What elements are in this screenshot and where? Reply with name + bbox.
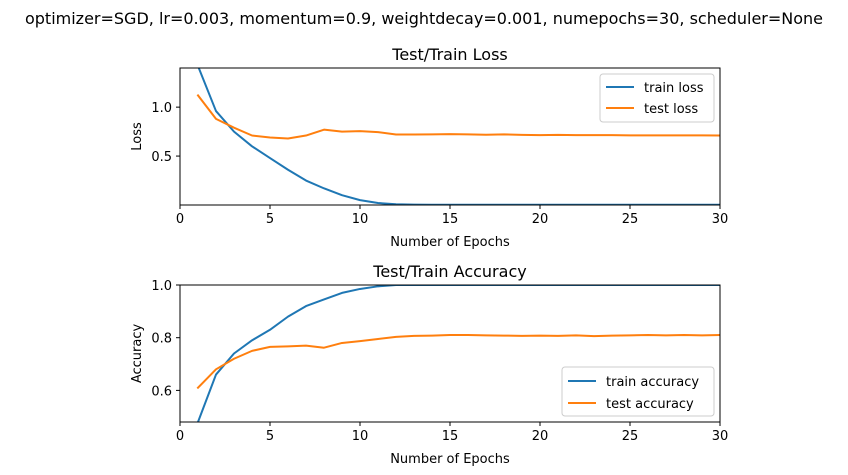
accuracy-xlabel: Number of Epochs: [390, 452, 510, 467]
loss-title: Test/Train Loss: [391, 45, 507, 64]
accuracy-series-test-line: [196, 334, 720, 390]
loss-legend: train loss test loss: [599, 73, 715, 123]
accuracy-legend-label-test: test accuracy: [606, 397, 694, 412]
accuracy-legend-box: [561, 366, 715, 417]
loss-xtick-label: 20: [532, 212, 549, 227]
accuracy-xtick-label: 10: [352, 429, 369, 444]
accuracy-xtick-label: 5: [266, 429, 274, 444]
accuracy-title: Test/Train Accuracy: [372, 262, 526, 281]
loss-xlabel: Number of Epochs: [390, 235, 510, 250]
accuracy-ticks: 0 5 10 15 20 25 30 0.6 0.8 1.0: [151, 279, 728, 444]
loss-ytick-label: 0.5: [151, 150, 172, 165]
loss-subplot: Test/Train Loss 0 5 10 15 20 25 30 0.5 1.0 Numbe…: [130, 45, 728, 250]
loss-xtick-label: 0: [176, 212, 184, 227]
loss-ticks: 0 5 10 15 20 25 30 0.5 1.0: [151, 101, 728, 227]
loss-ytick-label: 1.0: [151, 101, 172, 116]
loss-legend-label-train: train loss: [644, 81, 704, 96]
loss-xtick-label: 5: [266, 212, 274, 227]
accuracy-ylabel: Accuracy: [130, 324, 145, 384]
accuracy-xtick-label: 25: [622, 429, 639, 444]
accuracy-series-train-line: [196, 285, 720, 422]
loss-xtick-label: 10: [352, 212, 369, 227]
loss-xtick-label: 30: [712, 212, 729, 227]
accuracy-subplot: Test/Train Accuracy 0 5 10 15 20 25 30 0.6 0.8 1.…: [130, 262, 728, 467]
loss-xtick-label: 15: [442, 212, 459, 227]
loss-xtick-label: 25: [622, 212, 639, 227]
accuracy-ytick-label: 0.8: [151, 332, 172, 347]
figure-suptitle: optimizer=SGD, lr=0.003, momentum=0.9, w…: [25, 9, 823, 28]
loss-series-test-line: [196, 93, 720, 140]
accuracy-series-layer: [196, 285, 720, 422]
loss-ylabel: Loss: [130, 122, 145, 151]
accuracy-ytick-label: 0.6: [151, 384, 172, 399]
accuracy-ytick-label: 1.0: [151, 279, 172, 294]
accuracy-xtick-label: 30: [712, 429, 729, 444]
accuracy-xtick-label: 15: [442, 429, 459, 444]
accuracy-legend-label-train: train accuracy: [606, 375, 699, 390]
accuracy-legend: train accuracy test accuracy: [561, 366, 715, 417]
accuracy-xtick-label: 0: [176, 429, 184, 444]
accuracy-xtick-label: 20: [532, 429, 549, 444]
loss-legend-label-test: test loss: [644, 102, 698, 117]
